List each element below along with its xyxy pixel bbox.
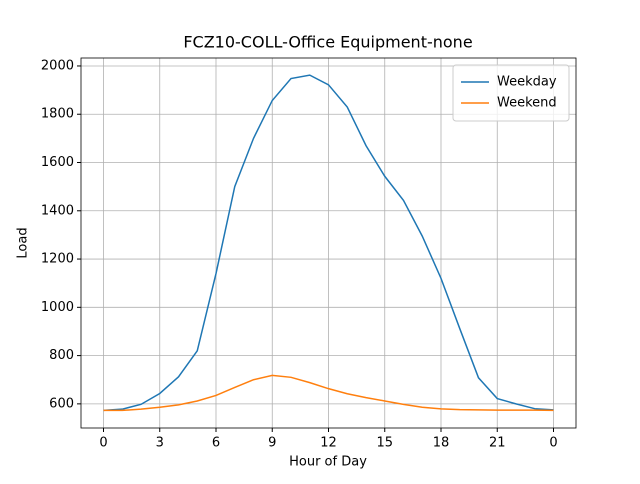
data-line [103,374,554,412]
y-tick-label: 1600 [41,155,74,170]
x-tick-label: 18 [433,436,450,451]
y-tick-label: 1200 [41,252,74,267]
data-line [103,74,554,412]
x-tick-label: 9 [268,436,276,451]
x-tick-label: 21 [489,436,506,451]
legend-label: Weekday [497,75,557,90]
plot-frame [80,57,577,429]
x-tick-label: 12 [320,436,337,451]
y-tick-label: 600 [49,396,74,411]
y-tick-label: 1400 [41,203,74,218]
y-tick-label: 2000 [41,58,74,73]
x-tick-label: 6 [212,436,220,451]
x-tick-label: 15 [376,436,393,451]
x-tick-label: 0 [99,436,107,451]
chart-title: FCZ10-COLL-Office Equipment-none [183,33,472,52]
x-tick-label: 0 [549,436,557,451]
x-axis-label: Hour of Day [289,455,367,470]
x-tick-label: 3 [156,436,164,451]
y-axis-label: Load [16,227,31,258]
y-tick-label: 1800 [41,107,74,122]
y-tick-label: 800 [49,348,74,363]
legend-box [452,64,570,122]
legend-label: Weekend [497,96,557,111]
y-tick-label: 1000 [41,300,74,315]
